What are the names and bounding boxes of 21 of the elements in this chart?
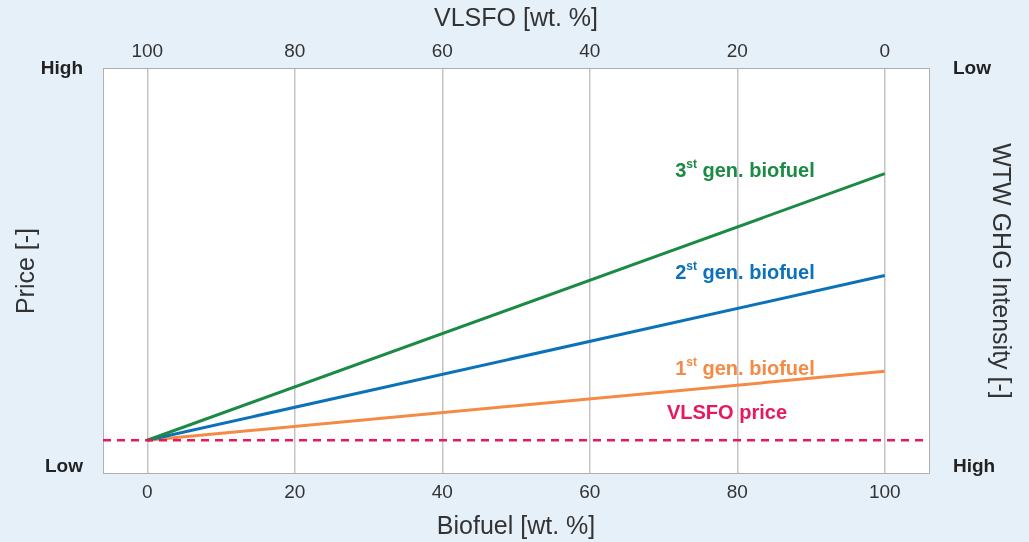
- x-tick-label: 60: [579, 480, 601, 502]
- x-axis-title: Biofuel [wt. %]: [436, 510, 596, 539]
- y-axis-title: Price [-]: [10, 227, 39, 315]
- x-tick-label: 0: [141, 480, 153, 502]
- x2-tick-label: 60: [431, 39, 453, 61]
- y2-axis-title: WTW GHG Intensity [-]: [988, 143, 1017, 399]
- x-tick-label: 80: [726, 480, 748, 502]
- x2-tick-label: 100: [131, 39, 164, 61]
- text: Low: [45, 455, 84, 477]
- x-tick-label: 100: [868, 480, 901, 502]
- text: Low: [953, 57, 992, 79]
- x-tick-label: 40: [431, 480, 453, 502]
- x2-tick-label: 40: [579, 39, 601, 61]
- x2-tick-label: 20: [726, 39, 748, 61]
- x2-tick-label: 80: [284, 39, 306, 61]
- x-tick-label: 20: [284, 480, 306, 502]
- ref-line-label: VLSFO price: [666, 400, 787, 423]
- text: High: [953, 455, 996, 477]
- x2-axis-title: VLSFO [wt. %]: [434, 2, 598, 31]
- x2-tick-label: 0: [879, 39, 891, 61]
- text: High: [40, 57, 84, 79]
